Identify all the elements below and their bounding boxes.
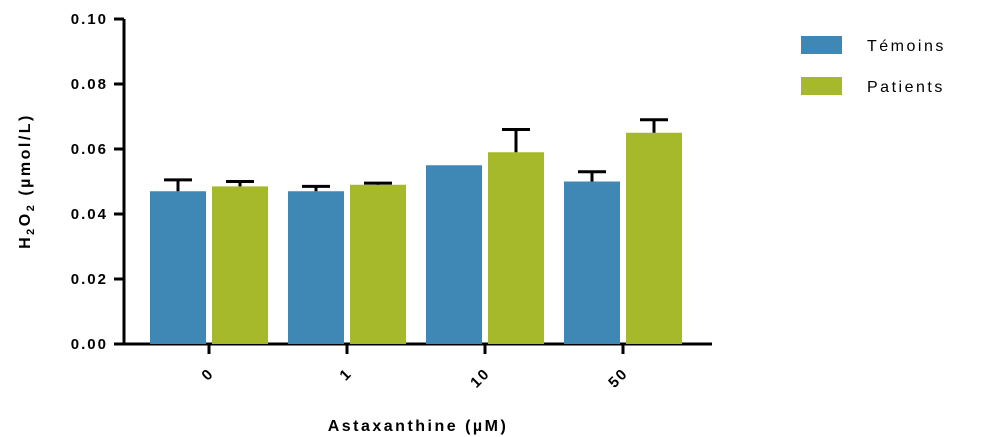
legend-item: Patients [801, 77, 945, 96]
bar-temoins [288, 191, 344, 344]
legend-swatch-patients [801, 77, 842, 95]
error-bar [502, 128, 530, 153]
y-tick-label: 0.10 [71, 11, 108, 28]
bar-patients [350, 184, 406, 344]
x-axis-title: Astaxanthine (µM) [328, 418, 509, 435]
error-bars [164, 118, 668, 192]
legend-swatch-temoins [801, 36, 842, 54]
x-tick-label: 1 [336, 365, 355, 384]
y-tick-label: 0.00 [71, 336, 108, 353]
bars [150, 132, 682, 344]
y-tick-label: 0.08 [71, 76, 108, 93]
error-bar [578, 170, 606, 182]
error-bar [364, 181, 392, 185]
y-axis-title: H2O2 (µmol/L) [17, 113, 37, 249]
y-tick-label: 0.06 [71, 141, 108, 158]
y-axis: 0.00 0.02 0.04 0.06 0.08 0.10 [71, 11, 126, 353]
x-tick-label: 10 [467, 365, 494, 392]
error-bar [226, 180, 254, 187]
error-bar [302, 184, 330, 192]
error-bar [164, 178, 192, 192]
legend-item: Témoins [801, 36, 946, 55]
bar-temoins [426, 165, 482, 344]
y-tick-label: 0.02 [71, 271, 108, 288]
bar-patients [488, 152, 544, 344]
bar-temoins [564, 181, 620, 344]
y-tick-label: 0.04 [71, 206, 108, 223]
x-tick-label: 0 [198, 365, 217, 384]
x-tick-label: 50 [605, 365, 632, 392]
bar-patients [626, 132, 682, 344]
x-axis: 0 1 10 50 [122, 342, 712, 392]
error-bar [640, 118, 668, 133]
bar-patients [212, 186, 268, 344]
legend: Témoins Patients [801, 36, 946, 96]
legend-label-patients: Patients [867, 79, 945, 96]
bar-temoins [150, 191, 206, 344]
legend-label-temoins: Témoins [867, 38, 946, 55]
